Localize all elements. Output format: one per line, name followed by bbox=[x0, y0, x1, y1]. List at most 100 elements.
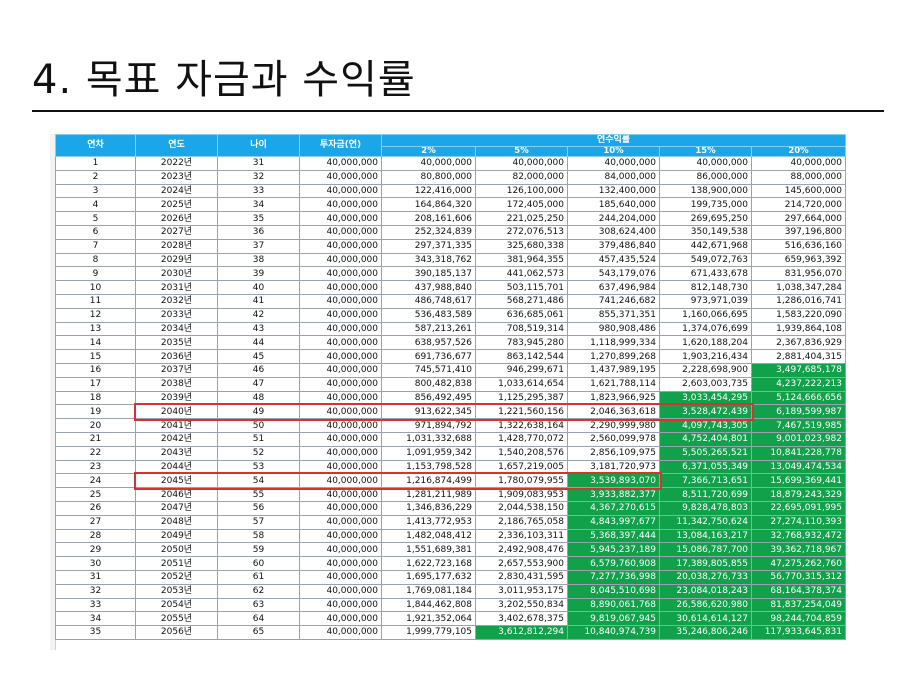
cell-year: 2050년 bbox=[135, 542, 218, 558]
cell-rate-10: 3,181,720,973 bbox=[567, 459, 660, 475]
header-year-no: 연차 bbox=[55, 134, 136, 157]
cell-rate-15: 3,528,472,439 bbox=[659, 404, 752, 420]
cell-year: 2031년 bbox=[135, 280, 218, 295]
cell-year: 2044년 bbox=[135, 459, 218, 475]
cell-age: 52 bbox=[217, 445, 300, 461]
cell-invest: 40,000,000 bbox=[299, 183, 382, 199]
cell-age: 59 bbox=[217, 542, 300, 558]
cell-rate-5: 3,402,678,375 bbox=[475, 611, 568, 627]
cell-year-no: 1 bbox=[55, 156, 136, 171]
header-rate-2: 2% bbox=[381, 146, 476, 157]
cell-rate-20: 39,362,718,967 bbox=[751, 542, 846, 558]
cell-year-no: 31 bbox=[55, 569, 136, 585]
cell-rate-10: 741,246,682 bbox=[567, 293, 660, 309]
cell-rate-5: 2,830,431,595 bbox=[475, 569, 568, 585]
cell-rate-20: 13,049,474,534 bbox=[751, 459, 846, 475]
cell-rate-15: 442,671,968 bbox=[659, 238, 752, 254]
cell-rate-15: 973,971,039 bbox=[659, 293, 752, 309]
header-age: 나이 bbox=[217, 134, 300, 157]
cell-year: 2048년 bbox=[135, 514, 218, 530]
cell-rate-20: 1,038,347,284 bbox=[751, 280, 846, 295]
cell-year: 2026년 bbox=[135, 211, 218, 226]
cell-rate-10: 6,579,760,908 bbox=[567, 556, 660, 571]
cell-rate-5: 783,945,280 bbox=[475, 335, 568, 351]
cell-rate-5: 2,186,765,058 bbox=[475, 514, 568, 530]
cell-rate-2: 1,551,689,381 bbox=[381, 542, 476, 558]
cell-rate-20: 68,164,378,374 bbox=[751, 583, 846, 599]
cell-rate-10: 637,496,984 bbox=[567, 280, 660, 295]
table-row: 10 2031년 40 40,000,000 437,988,840 503,115,70… bbox=[55, 280, 846, 295]
cell-rate-15: 1,620,188,204 bbox=[659, 335, 752, 351]
cell-rate-10: 244,204,000 bbox=[567, 211, 660, 226]
cell-rate-2: 1,281,211,989 bbox=[381, 487, 476, 502]
cell-rate-20: 659,963,392 bbox=[751, 252, 846, 268]
cell-year-no: 26 bbox=[55, 500, 136, 516]
table-row: 34 2055년 64 40,000,000 1,921,352,064 3,402,67… bbox=[55, 611, 846, 627]
cell-age: 31 bbox=[217, 156, 300, 171]
cell-year-no: 20 bbox=[55, 418, 136, 433]
cell-year-no: 14 bbox=[55, 335, 136, 351]
cell-year-no: 8 bbox=[55, 252, 136, 268]
cell-rate-20: 9,001,023,982 bbox=[751, 431, 846, 447]
table-row: 32 2053년 62 40,000,000 1,769,081,184 3,011,95… bbox=[55, 583, 846, 599]
cell-year: 2025년 bbox=[135, 197, 218, 213]
cell-year: 2034년 bbox=[135, 321, 218, 337]
cell-rate-15: 23,084,018,243 bbox=[659, 583, 752, 599]
cell-year: 2047년 bbox=[135, 500, 218, 516]
cell-age: 51 bbox=[217, 431, 300, 447]
cell-rate-20: 27,274,110,393 bbox=[751, 514, 846, 530]
cell-invest: 40,000,000 bbox=[299, 404, 382, 420]
cell-rate-20: 18,879,243,329 bbox=[751, 487, 846, 502]
cell-rate-5: 1,657,219,005 bbox=[475, 459, 568, 475]
cell-invest: 40,000,000 bbox=[299, 280, 382, 295]
cell-rate-20: 10,841,228,778 bbox=[751, 445, 846, 461]
cell-year-no: 16 bbox=[55, 362, 136, 378]
cell-rate-15: 30,614,614,127 bbox=[659, 611, 752, 627]
cell-age: 41 bbox=[217, 293, 300, 309]
cell-invest: 40,000,000 bbox=[299, 445, 382, 461]
table-row: 18 2039년 48 40,000,000 856,492,495 1,125,295,… bbox=[55, 390, 846, 406]
cell-invest: 40,000,000 bbox=[299, 266, 382, 282]
cell-age: 55 bbox=[217, 487, 300, 502]
cell-year: 2055년 bbox=[135, 611, 218, 627]
cell-year-no: 3 bbox=[55, 183, 136, 199]
cell-invest: 40,000,000 bbox=[299, 528, 382, 544]
header-year: 연도 bbox=[135, 134, 218, 157]
cell-invest: 40,000,000 bbox=[299, 500, 382, 516]
cell-age: 38 bbox=[217, 252, 300, 268]
cell-rate-5: 40,000,000 bbox=[475, 156, 568, 171]
cell-age: 33 bbox=[217, 183, 300, 199]
cell-year-no: 22 bbox=[55, 445, 136, 461]
cell-year: 2042년 bbox=[135, 431, 218, 447]
cell-year: 2046년 bbox=[135, 487, 218, 502]
cell-invest: 40,000,000 bbox=[299, 197, 382, 213]
cell-year-no: 24 bbox=[55, 473, 136, 489]
cell-rate-20: 2,367,836,929 bbox=[751, 335, 846, 351]
cell-rate-10: 379,486,840 bbox=[567, 238, 660, 254]
table-row: 30 2051년 60 40,000,000 1,622,723,168 2,657,55… bbox=[55, 556, 846, 571]
cell-rate-2: 80,800,000 bbox=[381, 169, 476, 185]
cell-year: 2045년 bbox=[135, 473, 218, 489]
cell-rate-10: 9,819,067,945 bbox=[567, 611, 660, 627]
cell-rate-20: 6,189,599,987 bbox=[751, 404, 846, 420]
cell-rate-20: 1,939,864,108 bbox=[751, 321, 846, 337]
table-row: 27 2048년 57 40,000,000 1,413,772,953 2,186,76… bbox=[55, 514, 846, 530]
cell-rate-5: 863,142,544 bbox=[475, 349, 568, 364]
cell-age: 62 bbox=[217, 583, 300, 599]
cell-rate-2: 1,921,352,064 bbox=[381, 611, 476, 627]
cell-rate-10: 7,277,736,998 bbox=[567, 569, 660, 585]
cell-rate-2: 1,482,048,412 bbox=[381, 528, 476, 544]
cell-rate-15: 350,149,538 bbox=[659, 224, 752, 240]
cell-rate-15: 40,000,000 bbox=[659, 156, 752, 171]
table-row: 21 2042년 51 40,000,000 1,031,332,688 1,428,77… bbox=[55, 431, 846, 447]
cell-year: 2027년 bbox=[135, 224, 218, 240]
cell-rate-10: 4,843,997,677 bbox=[567, 514, 660, 530]
cell-rate-20: 117,933,645,831 bbox=[751, 625, 846, 640]
cell-rate-5: 1,428,770,072 bbox=[475, 431, 568, 447]
cell-year-no: 7 bbox=[55, 238, 136, 254]
cell-rate-20: 56,770,315,312 bbox=[751, 569, 846, 585]
table-row: 11 2032년 41 40,000,000 486,748,617 568,271,48… bbox=[55, 293, 846, 309]
cell-rate-15: 15,086,787,700 bbox=[659, 542, 752, 558]
cell-year: 2056년 bbox=[135, 625, 218, 640]
cell-rate-5: 2,492,908,476 bbox=[475, 542, 568, 558]
